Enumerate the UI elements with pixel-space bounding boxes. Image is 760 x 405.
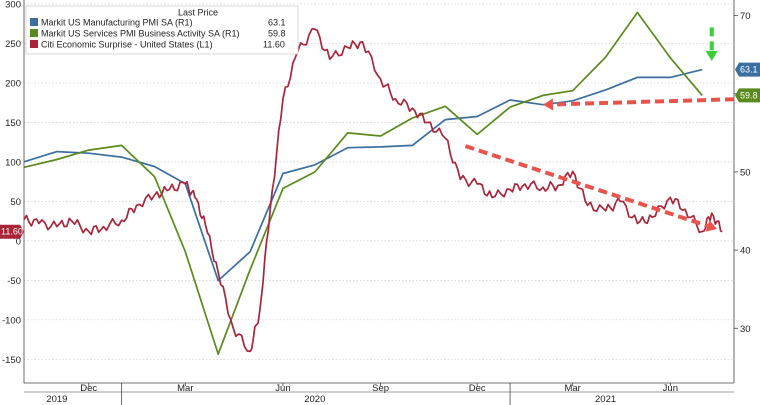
end-tag-citi-surprise	[0, 224, 24, 239]
end-tag-manufacturing	[735, 62, 760, 77]
left-tick-label: 200	[5, 78, 21, 89]
legend-swatch-services	[30, 29, 38, 37]
year-label: 2019	[46, 394, 67, 405]
left-tick-label: 250	[5, 39, 21, 50]
series-line-citi-surprise	[23, 28, 723, 353]
year-label: 2021	[595, 394, 616, 405]
grid-lines	[24, 3, 734, 360]
left-tick-label: 50	[10, 197, 21, 208]
x-axis-ticks: Dec Mar Jun Sep Dec Mar Jun 2019 2020 2021	[46, 383, 678, 405]
legend-box	[25, 5, 299, 55]
left-axis-ticks: -150 -100 -50 0 50 100 150 200 250 300	[2, 0, 21, 366]
right-tick-label: 50	[740, 167, 751, 178]
x-tick-label: Mar	[177, 383, 193, 394]
legend: Last Price Markit US Manufacturing PMI S…	[25, 5, 299, 55]
legend-header: Last Price	[178, 8, 218, 18]
x-tick-label: Jun	[275, 383, 290, 394]
axes	[23, 0, 735, 393]
end-tag-services	[735, 88, 760, 103]
end-tag-services-text: 59.8	[740, 90, 758, 100]
x-tick-label: Sep	[372, 383, 389, 394]
series-lines	[23, 11, 723, 355]
left-tick-label: 150	[5, 118, 21, 129]
end-tag-manufacturing-text: 63.1	[740, 65, 758, 75]
annotation-arrow-head	[705, 220, 718, 232]
right-tick-label: 40	[740, 246, 751, 257]
legend-swatch-citi-surprise	[30, 40, 38, 48]
left-tick-label: 300	[5, 0, 21, 10]
x-tick-label: Jun	[663, 383, 678, 394]
left-tick-label: 100	[5, 157, 21, 168]
annotation-arrow-head	[705, 50, 718, 61]
legend-label-services: Markit US Services PMI Business Activity…	[41, 29, 240, 39]
legend-label-manufacturing: Markit US Manufacturing PMI SA (R1)	[41, 18, 193, 28]
right-tick-label: 70	[740, 11, 751, 22]
right-tick-label: 30	[740, 324, 751, 335]
x-tick-label: Dec	[469, 383, 486, 394]
left-tick-label: 0	[16, 236, 21, 247]
left-tick-label: -50	[7, 276, 21, 287]
x-tick-label: Dec	[80, 383, 97, 394]
annotation-arrow-shaft	[464, 144, 709, 228]
end-value-tags: 11.60 63.1 59.8	[0, 62, 760, 239]
x-tick-label: Mar	[564, 383, 580, 394]
series-line-services	[23, 11, 703, 355]
legend-label-citi-surprise: Citi Economic Surprise - United States (…	[41, 40, 213, 50]
annotation-arrow-shaft	[552, 97, 735, 107]
annotation-arrow-head	[542, 98, 554, 111]
left-tick-label: -100	[2, 315, 21, 326]
end-tag-citi-surprise-text: 11.60	[1, 227, 23, 237]
annotation-arrows	[464, 27, 735, 232]
legend-swatch-manufacturing	[30, 18, 38, 26]
year-label: 2020	[304, 394, 325, 405]
legend-value-manufacturing: 63.1	[268, 18, 286, 28]
legend-value-services: 59.8	[268, 29, 286, 39]
left-tick-label: -150	[2, 355, 21, 366]
legend-value-citi-surprise: 11.60	[263, 40, 285, 50]
right-axis-ticks: 3040506070	[734, 11, 751, 335]
